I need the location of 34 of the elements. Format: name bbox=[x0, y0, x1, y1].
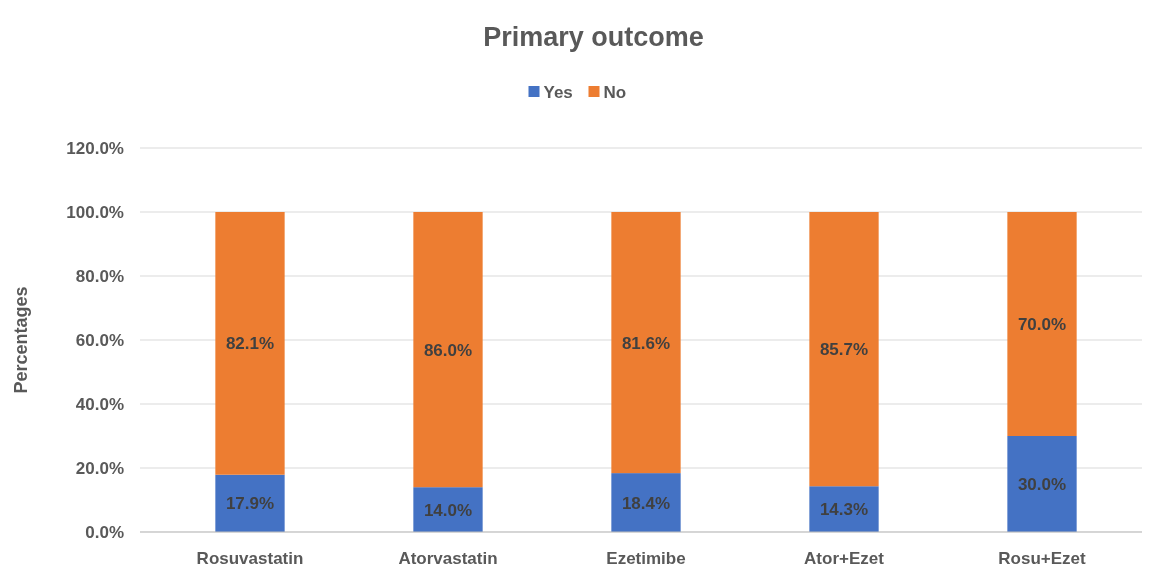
y-tick-label: 40.0% bbox=[75, 395, 124, 414]
bar bbox=[611, 473, 681, 532]
x-tick-label: Rosuvastatin bbox=[196, 549, 304, 568]
bar bbox=[809, 212, 879, 487]
x-tick-label: Rosu+Ezet bbox=[998, 549, 1087, 568]
bar bbox=[413, 212, 483, 488]
bar bbox=[215, 212, 285, 475]
data-label: 70.0% bbox=[1017, 315, 1067, 334]
data-label: 30.0% bbox=[1017, 475, 1067, 494]
x-tick-label: Atorvastatin bbox=[398, 549, 498, 568]
chart-title: Primary outcome bbox=[483, 22, 704, 52]
y-tick-label: 120.0% bbox=[66, 139, 124, 158]
data-label: 18.4% bbox=[621, 493, 671, 513]
bar bbox=[611, 212, 681, 474]
data-label: 82.1% bbox=[225, 334, 275, 354]
data-label: 81.6% bbox=[621, 333, 671, 353]
data-label: 17.9% bbox=[225, 494, 275, 514]
y-tick-label: 80.0% bbox=[75, 267, 124, 286]
y-tick-label: 20.0% bbox=[75, 459, 124, 478]
y-tick-label: 100.0% bbox=[66, 203, 124, 222]
bar bbox=[1007, 212, 1077, 436]
data-label: 14.3% bbox=[819, 500, 869, 520]
y-tick-label: 60.0% bbox=[75, 331, 124, 350]
data-label: 86.0% bbox=[423, 340, 473, 360]
legend-label: No bbox=[603, 83, 627, 102]
y-tick-label: 0.0% bbox=[85, 523, 124, 542]
x-tick-label: Ezetimibe bbox=[606, 549, 686, 568]
data-label: 85.7% bbox=[819, 340, 869, 360]
bar bbox=[1007, 436, 1077, 532]
x-tick-label: Ator+Ezet bbox=[804, 549, 885, 568]
bar bbox=[215, 474, 285, 532]
legend-label: Yes bbox=[543, 83, 573, 102]
data-label: 14.0% bbox=[423, 500, 473, 520]
y-axis-title: Percentages bbox=[11, 286, 31, 394]
